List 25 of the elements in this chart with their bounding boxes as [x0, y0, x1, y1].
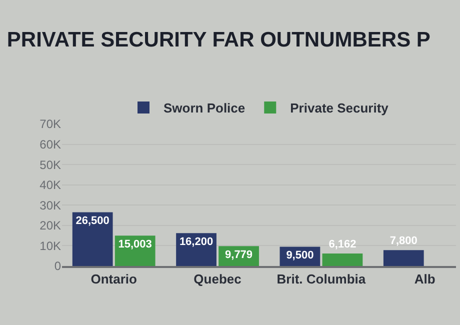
legend-label: Sworn Police: [164, 100, 246, 116]
bar: [72, 212, 113, 266]
y-tick-label: 10K: [40, 238, 61, 253]
bar: [383, 250, 424, 266]
x-tick-label: Alb: [414, 271, 436, 286]
y-tick-label: 50K: [40, 158, 61, 172]
bar: [322, 254, 363, 266]
x-tick-label: Ontario: [90, 271, 138, 286]
legend-label: Private Security: [290, 100, 390, 116]
data-label: 15,003: [118, 238, 152, 251]
x-tick-label: Quebec: [194, 271, 242, 286]
x-tick-label: Brit. Columbia: [276, 271, 366, 286]
data-label: 7,800: [390, 235, 418, 248]
data-label: 9,500: [286, 250, 314, 262]
y-tick-label: 70K: [40, 117, 61, 132]
y-tick-label: 0: [54, 259, 62, 274]
data-label: 16,200: [179, 236, 214, 248]
data-label: 6,162: [328, 238, 356, 250]
data-label: 9,779: [225, 249, 253, 262]
y-tick-label: 30K: [40, 198, 61, 212]
data-label: 26,500: [76, 215, 110, 228]
chart-title: PRIVATE SECURITY FAR OUTNUMBERS P: [6, 28, 430, 52]
y-tick-label: 20K: [40, 218, 61, 233]
y-tick-label: 60K: [40, 137, 61, 152]
y-tick-label: 40K: [40, 178, 61, 192]
